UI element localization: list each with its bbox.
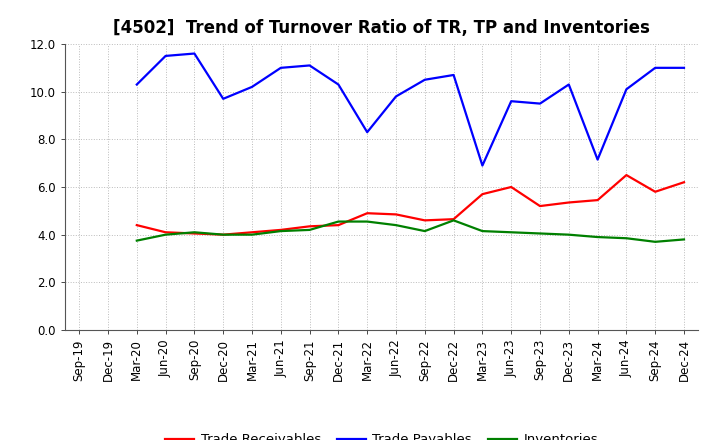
Trade Payables [248, 84, 256, 90]
Trade Receivables [478, 191, 487, 197]
Inventories [536, 231, 544, 236]
Inventories [622, 235, 631, 241]
Legend: Trade Receivables, Trade Payables, Inventories: Trade Receivables, Trade Payables, Inven… [160, 428, 603, 440]
Inventories [161, 232, 170, 237]
Trade Payables [593, 157, 602, 162]
Trade Receivables [392, 212, 400, 217]
Inventories [248, 232, 256, 237]
Trade Receivables [190, 231, 199, 236]
Inventories [651, 239, 660, 245]
Trade Payables [161, 53, 170, 59]
Line: Trade Payables: Trade Payables [137, 54, 684, 165]
Trade Payables [219, 96, 228, 102]
Trade Payables [622, 87, 631, 92]
Trade Payables [392, 94, 400, 99]
Trade Receivables [334, 223, 343, 228]
Trade Payables [478, 163, 487, 168]
Trade Payables [564, 82, 573, 87]
Trade Payables [680, 65, 688, 70]
Trade Receivables [536, 203, 544, 209]
Inventories [478, 228, 487, 234]
Trade Receivables [305, 224, 314, 229]
Trade Receivables [622, 172, 631, 178]
Trade Payables [536, 101, 544, 106]
Line: Inventories: Inventories [137, 220, 684, 242]
Trade Receivables [507, 184, 516, 190]
Trade Payables [305, 63, 314, 68]
Trade Receivables [593, 198, 602, 203]
Trade Payables [334, 82, 343, 87]
Trade Receivables [219, 232, 228, 237]
Trade Payables [449, 72, 458, 77]
Inventories [334, 219, 343, 224]
Trade Receivables [248, 230, 256, 235]
Inventories [363, 219, 372, 224]
Trade Receivables [161, 230, 170, 235]
Trade Receivables [564, 200, 573, 205]
Inventories [276, 228, 285, 234]
Trade Payables [132, 82, 141, 87]
Trade Receivables [132, 223, 141, 228]
Title: [4502]  Trend of Turnover Ratio of TR, TP and Inventories: [4502] Trend of Turnover Ratio of TR, TP… [113, 19, 650, 37]
Inventories [190, 230, 199, 235]
Trade Receivables [449, 216, 458, 222]
Inventories [420, 228, 429, 234]
Trade Payables [276, 65, 285, 70]
Trade Payables [190, 51, 199, 56]
Trade Receivables [276, 227, 285, 232]
Inventories [392, 223, 400, 228]
Trade Receivables [651, 189, 660, 194]
Trade Payables [507, 99, 516, 104]
Trade Receivables [363, 211, 372, 216]
Inventories [132, 238, 141, 243]
Trade Payables [651, 65, 660, 70]
Trade Receivables [680, 180, 688, 185]
Inventories [449, 218, 458, 223]
Inventories [305, 227, 314, 232]
Line: Trade Receivables: Trade Receivables [137, 175, 684, 235]
Trade Payables [363, 129, 372, 135]
Inventories [507, 230, 516, 235]
Inventories [564, 232, 573, 237]
Inventories [680, 237, 688, 242]
Inventories [593, 235, 602, 240]
Inventories [219, 232, 228, 237]
Trade Receivables [420, 218, 429, 223]
Trade Payables [420, 77, 429, 82]
